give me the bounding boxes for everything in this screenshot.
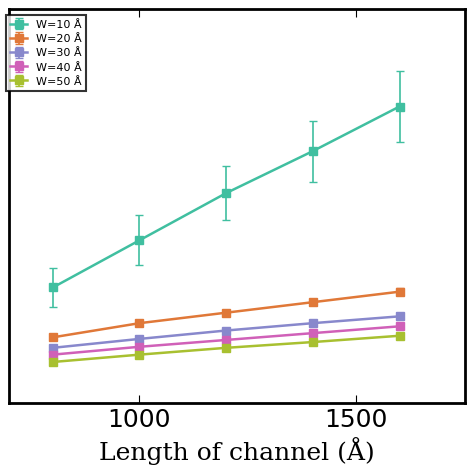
X-axis label: Length of channel (Å): Length of channel (Å) [99, 438, 375, 465]
Legend: W=10 Å, W=20 Å, W=30 Å, W=40 Å, W=50 Å: W=10 Å, W=20 Å, W=30 Å, W=40 Å, W=50 Å [6, 15, 86, 91]
